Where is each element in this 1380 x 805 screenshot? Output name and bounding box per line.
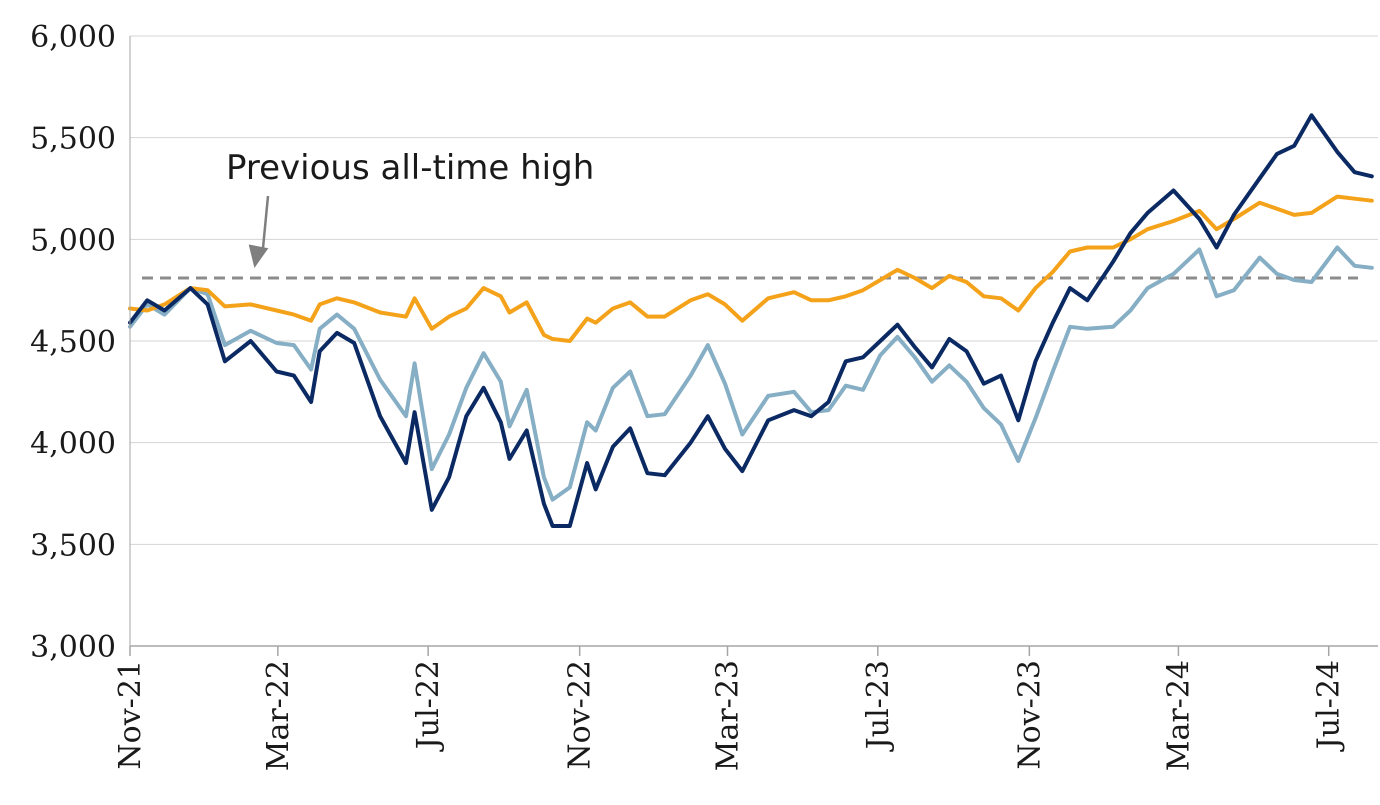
x-tick-label: Nov-22 (563, 660, 598, 770)
annotation-label: Previous all-time high (226, 148, 594, 188)
series-line-0 (128, 113, 1374, 528)
y-tick-label: 6,000 (30, 20, 116, 55)
x-tick-label: Mar-24 (1161, 660, 1196, 771)
annotation-layer: Previous all-time high (226, 148, 594, 268)
annotation-arrow-shaft (261, 195, 270, 255)
series-line-2 (128, 194, 1374, 343)
y-tick-label: 3,500 (30, 528, 116, 563)
y-tick-label: 4,500 (30, 325, 116, 360)
x-tick-label: Jul-23 (861, 660, 896, 752)
grid-layer (130, 35, 1378, 545)
x-tick-label: Nov-23 (1012, 660, 1047, 770)
series-layer (128, 113, 1374, 528)
y-tick-label: 4,000 (30, 427, 116, 462)
series-line-1 (128, 245, 1374, 502)
axis-layer: 3,000 3,500 4,000 4,500 5,000 5,500 6,000 Nov-2… (30, 20, 1378, 771)
x-tick-label: Jul-24 (1312, 660, 1347, 752)
x-tick-label: Nov-21 (113, 660, 148, 770)
annotation-arrow-head (248, 244, 269, 268)
x-tick-label: Mar-23 (711, 660, 746, 771)
x-tick-label: Jul-22 (411, 660, 446, 752)
y-tick-label: 5,500 (30, 122, 116, 157)
x-tick-label: Mar-22 (261, 660, 296, 771)
y-tick-label: 5,000 (30, 223, 116, 258)
y-tick-label: 3,000 (30, 630, 116, 665)
